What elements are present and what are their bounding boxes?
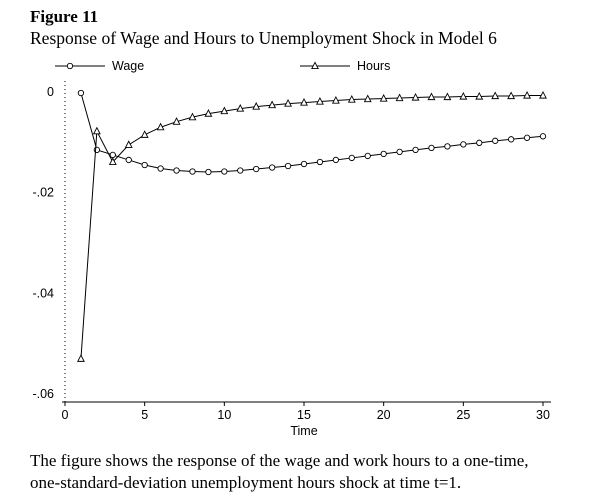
wage-marker-icon <box>348 154 355 162</box>
wage-marker-icon <box>125 156 132 164</box>
legend-label-hours: Hours <box>357 59 390 73</box>
y-tick-label: -.04 <box>32 286 54 300</box>
response-chart: Wage Hours 0 5 10 15 20 25 30 0 -.02 -.04 -.06 Time <box>32 59 551 438</box>
wage-marker-icon <box>460 141 467 148</box>
x-axis-title: Time <box>290 424 317 438</box>
y-tick-label: 0 <box>47 85 54 99</box>
hours-marker-icon <box>108 157 117 166</box>
hours-marker-icon <box>523 90 532 99</box>
figure-label: Figure 11 <box>30 7 99 26</box>
x-tick-label: 10 <box>217 408 231 422</box>
wage-marker-icon <box>268 164 276 171</box>
x-tick-label: 0 <box>62 408 69 422</box>
hours-marker-icon <box>507 91 516 100</box>
hours-marker-icon <box>475 91 484 100</box>
wage-marker-icon <box>205 168 212 176</box>
chart-axes: 0 5 10 15 20 25 30 0 -.02 -.04 -.06 Time <box>32 81 551 438</box>
wage-marker-icon <box>157 165 164 172</box>
figure-caption-line-2: one-standard-deviation unemployment hour… <box>30 473 462 493</box>
wage-marker-icon <box>300 160 308 168</box>
x-tick-label: 20 <box>377 408 391 422</box>
figure-caption-line-1: The figure shows the response of the wag… <box>30 451 529 470</box>
wage-marker-icon <box>444 143 451 150</box>
hours-marker-icon <box>443 92 452 101</box>
hours-marker-icon <box>172 117 181 125</box>
legend-item-wage: Wage <box>55 59 144 73</box>
hours-marker-icon <box>236 104 245 112</box>
wage-legend-marker-icon <box>66 62 74 70</box>
hours-marker-icon <box>156 122 165 131</box>
hours-marker-icon <box>252 102 261 110</box>
wage-marker-icon <box>189 168 196 175</box>
wage-marker-icon <box>364 152 371 160</box>
series-hours <box>76 90 547 362</box>
x-tick-label: 15 <box>297 408 311 422</box>
wage-marker-icon <box>109 151 116 159</box>
x-tick-label: 25 <box>456 408 470 422</box>
wage-marker-icon <box>476 139 483 146</box>
wage-marker-icon <box>221 168 228 175</box>
hours-marker-icon <box>220 106 229 115</box>
wage-marker-icon <box>539 133 547 140</box>
wage-marker-icon <box>412 146 419 154</box>
y-tick-label: -.06 <box>32 387 54 401</box>
hours-marker-icon <box>92 126 101 135</box>
y-tick-label: -.02 <box>32 186 54 200</box>
wage-marker-icon <box>284 162 292 170</box>
wage-marker-icon <box>380 150 387 158</box>
wage-marker-icon <box>253 165 260 173</box>
wage-marker-icon <box>428 144 435 152</box>
hours-line <box>80 95 543 359</box>
figure-title: Response of Wage and Hours to Unemployme… <box>30 28 497 49</box>
hours-marker-icon <box>363 94 372 103</box>
wage-marker-icon <box>396 148 403 156</box>
wage-marker-icon <box>237 167 244 174</box>
hours-marker-icon <box>459 91 468 100</box>
wage-marker-icon <box>173 167 180 174</box>
hours-marker-icon <box>188 112 197 121</box>
hours-marker-icon <box>124 140 133 148</box>
wage-marker-icon <box>141 161 148 169</box>
wage-marker-icon <box>316 158 324 166</box>
hours-marker-icon <box>379 93 388 102</box>
hours-marker-icon <box>427 92 436 101</box>
chart-legend: Wage Hours <box>55 59 390 73</box>
hours-marker-icon <box>539 90 547 99</box>
hours-marker-icon <box>411 92 420 101</box>
series-wage <box>77 89 547 176</box>
wage-marker-icon <box>492 137 499 144</box>
figure-caption: The figure shows the response of the wag… <box>30 450 580 494</box>
figure-header: Figure 11 Response of Wage and Hours to … <box>0 0 600 50</box>
legend-item-hours: Hours <box>300 59 390 73</box>
hours-marker-icon <box>491 91 500 100</box>
hours-marker-icon <box>204 109 213 117</box>
x-tick-label: 5 <box>141 408 148 422</box>
hours-marker-icon <box>315 96 324 105</box>
hours-marker-icon <box>140 130 149 138</box>
wage-marker-icon <box>332 156 340 164</box>
hours-marker-icon <box>76 354 85 362</box>
x-tick-label: 30 <box>536 408 550 422</box>
hours-marker-icon <box>284 98 293 107</box>
hours-marker-icon <box>300 97 308 106</box>
legend-label-wage: Wage <box>112 59 144 73</box>
hours-marker-icon <box>268 100 277 109</box>
wage-marker-icon <box>523 134 531 141</box>
hours-legend-marker-icon <box>311 61 319 70</box>
wage-marker-icon <box>77 89 85 97</box>
wage-marker-icon <box>507 136 515 143</box>
hours-marker-icon <box>347 94 356 103</box>
hours-marker-icon <box>331 95 340 104</box>
hours-marker-icon <box>395 93 404 102</box>
